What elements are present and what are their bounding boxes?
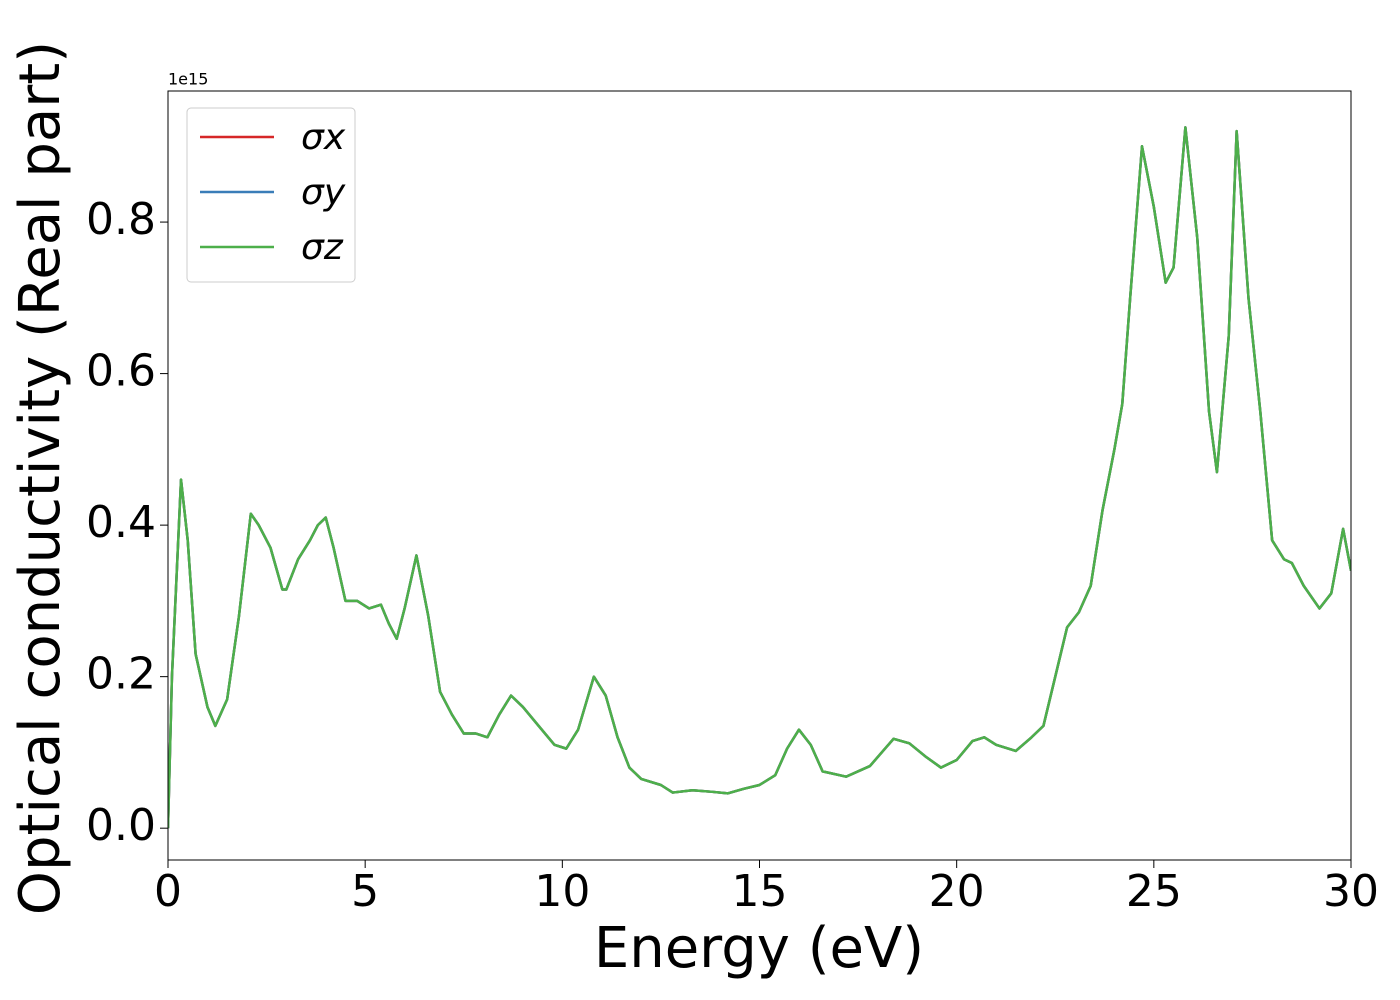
plot-frame [167, 90, 1352, 861]
x-tick-label: 20 [929, 866, 985, 917]
y-tick-label: 0.8 [86, 194, 156, 245]
legend-label: σx [301, 117, 346, 158]
series-line [168, 126, 1351, 829]
x-tick-label: 25 [1126, 866, 1182, 917]
x-tick-label: 15 [732, 866, 788, 917]
y-tick-label: 0.0 [86, 800, 156, 851]
offset-label: 1e15 [168, 70, 208, 89]
legend-label: σy [301, 172, 346, 213]
x-tick-label: 10 [534, 866, 590, 917]
x-tick-label: 0 [154, 866, 182, 917]
legend-box [186, 107, 356, 283]
x-tick-label: 5 [351, 866, 379, 917]
y-tick-label: 0.4 [86, 497, 156, 548]
y-tick-label: 0.6 [86, 346, 156, 397]
y-axis-label: Optical conductivity (Real part) [8, 41, 73, 915]
x-axis-label: Energy (eV) [594, 916, 924, 981]
legend-label: σz [301, 227, 344, 268]
y-tick-label: 0.2 [86, 649, 156, 700]
x-tick-label: 30 [1323, 866, 1379, 917]
